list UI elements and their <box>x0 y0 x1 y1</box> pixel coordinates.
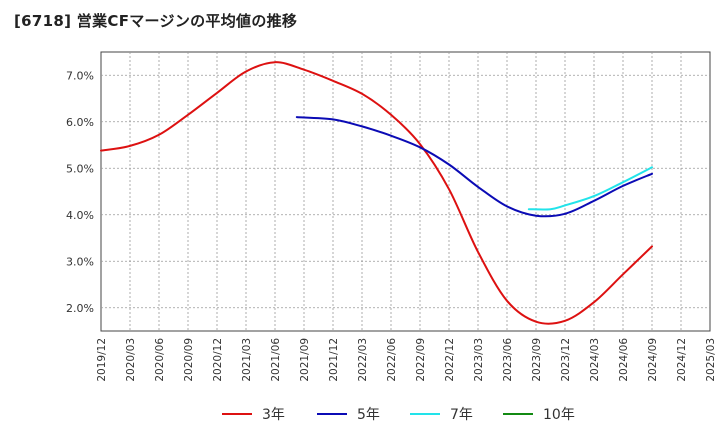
y-tick-label: 3.0% <box>66 255 94 268</box>
x-tick-label: 2019/12 <box>96 338 108 382</box>
legend-label: 10年 <box>543 407 575 423</box>
x-tick-label: 2022/09 <box>415 338 427 382</box>
x-tick-label: 2024/12 <box>676 338 688 382</box>
legend-swatch <box>503 413 533 415</box>
x-tick-label: 2023/12 <box>560 338 572 382</box>
chart-title: [6718] 営業CFマージンの平均値の推移 <box>14 12 298 30</box>
x-tick-label: 2022/06 <box>386 338 398 382</box>
legend-label: 3年 <box>262 407 285 423</box>
x-tick-label: 2022/03 <box>357 338 369 382</box>
legend-item: 3年 <box>222 402 285 426</box>
x-tick-label: 2024/09 <box>647 338 659 382</box>
x-tick-label: 2024/06 <box>618 338 630 382</box>
x-tick-label: 2023/03 <box>473 338 485 382</box>
x-tick-label: 2024/03 <box>589 338 601 382</box>
series-lines <box>100 61 653 325</box>
y-tick-label: 4.0% <box>66 209 94 222</box>
x-tick-label: 2023/06 <box>502 338 514 382</box>
plot-area <box>100 51 711 332</box>
y-tick-label: 7.0% <box>66 69 94 82</box>
legend-swatch <box>317 413 347 415</box>
x-tick-label: 2020/12 <box>212 338 224 382</box>
series-line-2 <box>295 116 653 218</box>
x-tick-label: 2021/12 <box>328 338 340 382</box>
legend-item: 10年 <box>503 402 575 426</box>
legend-label: 5年 <box>357 407 380 423</box>
chart-legend: 3年 5年 7年 10年 <box>0 402 720 426</box>
x-tick-label: 2021/06 <box>270 338 282 382</box>
legend-swatch <box>410 413 440 415</box>
x-tick-label: 2025/03 <box>705 338 717 382</box>
legend-item: 7年 <box>410 402 473 426</box>
x-tick-label: 2023/09 <box>531 338 543 382</box>
x-tick-label: 2022/12 <box>444 338 456 382</box>
y-axis-ticks: 2.0% 3.0% 4.0% 5.0% 6.0% 7.0% <box>66 69 94 315</box>
y-tick-label: 5.0% <box>66 162 94 175</box>
x-tick-label: 2021/03 <box>241 338 253 382</box>
legend-item: 5年 <box>317 402 380 426</box>
x-tick-label: 2020/09 <box>183 338 195 382</box>
y-tick-label: 2.0% <box>66 302 94 315</box>
x-tick-label: 2020/06 <box>154 338 166 382</box>
series-line-1 <box>100 61 653 325</box>
grid-lines <box>101 52 710 331</box>
x-axis-ticks: 2019/12 2020/03 2020/06 2020/09 2020/12 2021/… <box>96 338 717 382</box>
series-line-3 <box>527 166 653 211</box>
legend-label: 7年 <box>450 407 473 423</box>
x-tick-label: 2021/09 <box>299 338 311 382</box>
legend-swatch <box>222 413 252 415</box>
y-tick-label: 6.0% <box>66 116 94 129</box>
x-tick-label: 2020/03 <box>125 338 137 382</box>
